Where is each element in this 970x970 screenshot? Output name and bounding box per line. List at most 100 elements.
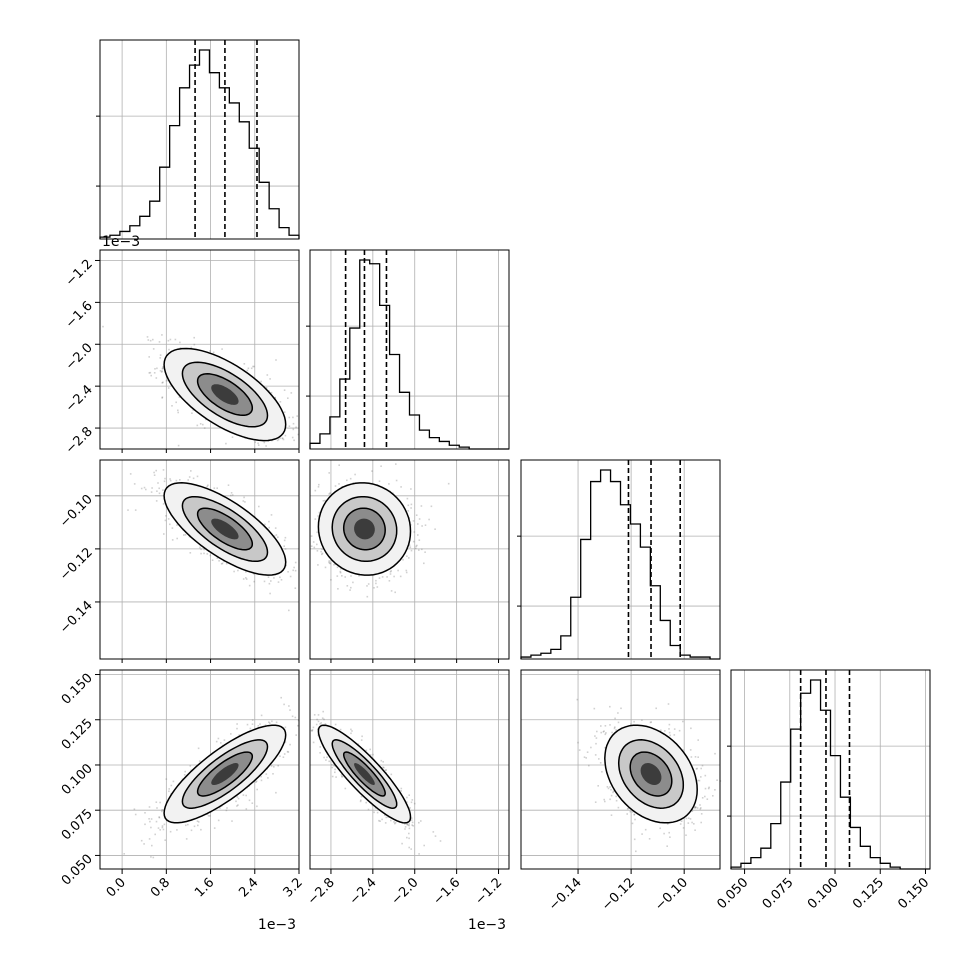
sample-point bbox=[385, 816, 388, 819]
sample-point bbox=[328, 493, 330, 495]
sample-point bbox=[176, 537, 178, 540]
sample-point bbox=[155, 500, 158, 502]
sample-point bbox=[267, 576, 270, 578]
sample-point bbox=[310, 729, 313, 732]
sample-point bbox=[328, 472, 330, 474]
sample-point bbox=[430, 505, 433, 508]
sample-point bbox=[409, 807, 411, 809]
sample-point bbox=[165, 778, 168, 780]
sample-point bbox=[394, 821, 397, 824]
sample-point bbox=[274, 397, 276, 399]
sample-point bbox=[274, 396, 276, 399]
sample-point bbox=[288, 416, 291, 419]
sample-point bbox=[277, 536, 279, 538]
panel-frame bbox=[520, 459, 721, 660]
sample-point bbox=[284, 548, 287, 550]
sample-point bbox=[287, 397, 289, 399]
sample-point bbox=[424, 551, 426, 553]
sample-point bbox=[376, 811, 379, 814]
sample-point bbox=[354, 473, 356, 476]
sample-point bbox=[179, 479, 181, 481]
sample-point bbox=[161, 382, 164, 384]
sample-point bbox=[610, 814, 613, 816]
sample-point bbox=[314, 489, 317, 492]
sample-point bbox=[281, 437, 283, 440]
sample-point bbox=[292, 416, 294, 419]
contour-level bbox=[211, 384, 239, 405]
sample-point bbox=[373, 587, 375, 589]
sample-point bbox=[158, 487, 160, 490]
sample-point bbox=[164, 839, 166, 841]
sample-point bbox=[707, 787, 710, 790]
sample-point bbox=[413, 802, 416, 805]
sample-point bbox=[399, 575, 402, 578]
sample-point bbox=[151, 844, 153, 847]
sample-point bbox=[420, 820, 422, 822]
sample-point bbox=[279, 576, 281, 579]
sample-point bbox=[369, 748, 371, 751]
sample-point bbox=[165, 515, 167, 517]
sample-point bbox=[242, 794, 245, 796]
sample-point bbox=[408, 827, 411, 830]
sample-point bbox=[418, 518, 421, 520]
sample-point bbox=[330, 579, 332, 581]
sample-point bbox=[212, 351, 215, 354]
sample-point bbox=[317, 486, 320, 488]
sample-point bbox=[390, 773, 393, 776]
sample-point bbox=[283, 703, 285, 706]
sample-point bbox=[197, 824, 199, 827]
sample-point bbox=[270, 391, 273, 394]
sample-point bbox=[617, 712, 619, 714]
sample-point bbox=[387, 816, 389, 818]
sample-point bbox=[267, 777, 269, 779]
sample-point bbox=[358, 575, 360, 577]
sample-point bbox=[668, 723, 671, 726]
sample-point bbox=[417, 534, 419, 536]
sample-point bbox=[317, 720, 320, 723]
sample-point bbox=[331, 764, 333, 766]
sample-point bbox=[367, 583, 370, 585]
sample-point bbox=[185, 838, 188, 840]
sample-point bbox=[245, 571, 247, 573]
sample-point bbox=[179, 347, 182, 349]
sample-point bbox=[144, 812, 146, 814]
sample-point bbox=[155, 469, 157, 472]
sample-point bbox=[242, 500, 245, 502]
sample-point bbox=[269, 592, 271, 595]
sample-point bbox=[243, 363, 246, 365]
sample-point bbox=[401, 842, 403, 845]
sample-point bbox=[432, 831, 435, 833]
sample-point bbox=[346, 585, 349, 587]
sample-point bbox=[289, 709, 291, 711]
sample-point bbox=[334, 768, 336, 771]
sample-point bbox=[319, 752, 321, 754]
sample-point bbox=[360, 799, 362, 802]
sample-point bbox=[407, 510, 409, 512]
sample-point bbox=[352, 482, 355, 484]
sample-point bbox=[169, 523, 171, 526]
sample-point bbox=[321, 717, 324, 719]
panel-frame bbox=[309, 249, 510, 450]
sample-point bbox=[333, 563, 335, 566]
sample-point bbox=[322, 710, 324, 713]
sample-point bbox=[410, 819, 413, 821]
sample-point bbox=[311, 729, 314, 731]
sample-point bbox=[295, 734, 297, 736]
sample-point bbox=[381, 576, 384, 578]
sample-point bbox=[161, 368, 164, 370]
sample-point bbox=[217, 819, 220, 822]
sample-point bbox=[382, 766, 384, 769]
sample-point bbox=[260, 714, 263, 717]
sample-point bbox=[317, 515, 319, 517]
sample-point bbox=[286, 750, 289, 753]
sample-point bbox=[266, 374, 269, 376]
sample-point bbox=[284, 434, 287, 437]
sample-point bbox=[408, 794, 410, 796]
sample-point bbox=[159, 357, 161, 359]
sample-point bbox=[287, 571, 289, 573]
sample-point bbox=[176, 524, 178, 526]
sample-point bbox=[611, 731, 613, 734]
sample-point bbox=[223, 739, 226, 741]
sample-point bbox=[159, 829, 161, 831]
sample-point bbox=[310, 545, 313, 547]
